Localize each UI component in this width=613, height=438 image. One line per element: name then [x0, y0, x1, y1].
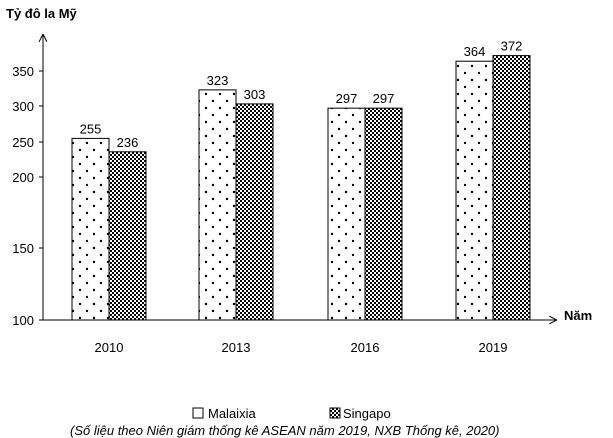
data-label-singapo-2019: 372	[501, 39, 523, 54]
bar-singapo-2019	[492, 55, 531, 321]
x-tick-label-2019: 2019	[479, 340, 508, 355]
y-tick-label: 200	[12, 170, 34, 185]
data-label-singapo-2010: 236	[117, 135, 139, 150]
legend-swatch-malaixia	[192, 407, 204, 419]
y-tick-label: 100	[12, 313, 34, 328]
y-tick-label: 350	[12, 64, 34, 79]
bar-malaixia-2016	[327, 107, 366, 321]
legend-label-singapo: Singapo	[343, 406, 391, 421]
data-label-malaixia-2019: 364	[464, 44, 486, 59]
bar-singapo-2013	[235, 103, 274, 321]
y-axis-title: Tỷ đô la Mỹ	[6, 6, 78, 21]
x-tick-label-2013: 2013	[222, 340, 251, 355]
data-label-malaixia-2010: 255	[80, 121, 102, 136]
x-axis-title: Năm	[564, 308, 592, 323]
x-tick-label-2010: 2010	[95, 340, 124, 355]
legend-swatch-singapo	[329, 407, 341, 419]
bar-malaixia-2013	[198, 89, 237, 321]
data-label-singapo-2016: 297	[373, 91, 395, 106]
bar-malaixia-2010	[71, 137, 110, 321]
y-tick-label: 150	[12, 241, 34, 256]
data-label-malaixia-2013: 323	[207, 73, 229, 88]
bar-singapo-2016	[364, 107, 403, 321]
legend: Malaixia Singapo	[192, 406, 391, 421]
y-tick-label: 250	[12, 135, 34, 150]
data-label-singapo-2013: 303	[244, 87, 266, 102]
x-tick-label-2016: 2016	[351, 340, 380, 355]
legend-label-malaixia: Malaixia	[208, 406, 256, 421]
bar-singapo-2010	[108, 151, 147, 321]
data-label-malaixia-2016: 297	[336, 91, 358, 106]
y-tick-label: 300	[12, 99, 34, 114]
bar-malaixia-2019	[455, 60, 494, 321]
